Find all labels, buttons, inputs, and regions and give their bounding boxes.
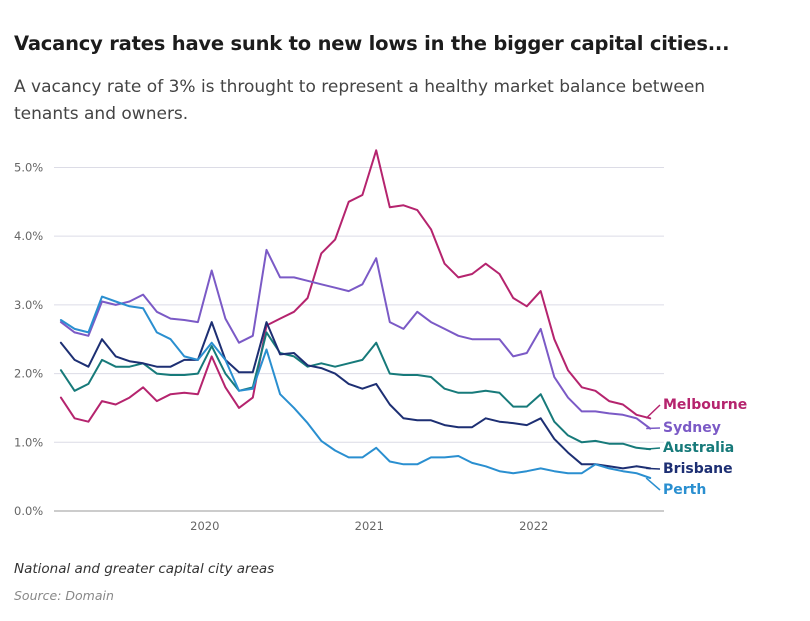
series-lines [59,149,652,479]
y-tick-label: 1.0% [14,435,43,449]
series-line-australia [59,331,652,451]
chart-note: National and greater capital city areas [14,561,275,577]
x-tick-label: 2021 [355,519,384,533]
label-leader [646,447,661,450]
y-tick-label: 4.0% [14,229,43,243]
label-leader [646,467,661,470]
series-label-perth: Perth [663,482,706,498]
label-leader [646,427,661,430]
chart-source: Source: Domain [14,588,114,603]
series-label-sydney: Sydney [663,420,721,436]
series-line-melbourne [59,149,652,423]
series-label-melbourne: Melbourne [663,397,747,413]
y-tick-label: 5.0% [14,160,43,174]
x-tick-label: 2020 [190,519,219,533]
chart-title: Vacancy rates have sunk to new lows in t… [14,32,730,55]
series-line-brisbane [59,321,652,470]
chart-subtitle: A vacancy rate of 3% is throught to repr… [14,77,706,124]
x-axis: 2020 2021 2022 [190,519,548,533]
grid-lines [54,166,664,512]
series-line-sydney [59,248,652,430]
label-leader [645,477,661,491]
series-label-australia: Australia [663,440,734,456]
y-tick-label: 0.0% [14,504,43,518]
series-line-perth [59,295,652,479]
y-axis: 0.0% 1.0% 2.0% 3.0% 4.0% 5.0% [14,160,43,518]
y-tick-label: 3.0% [14,298,43,312]
series-labels: Melbourne Sydney Australia Brisbane Perth [645,397,747,498]
y-tick-label: 2.0% [14,367,43,381]
label-leader [645,404,661,419]
series-label-brisbane: Brisbane [663,461,733,477]
x-tick-label: 2022 [519,519,548,533]
